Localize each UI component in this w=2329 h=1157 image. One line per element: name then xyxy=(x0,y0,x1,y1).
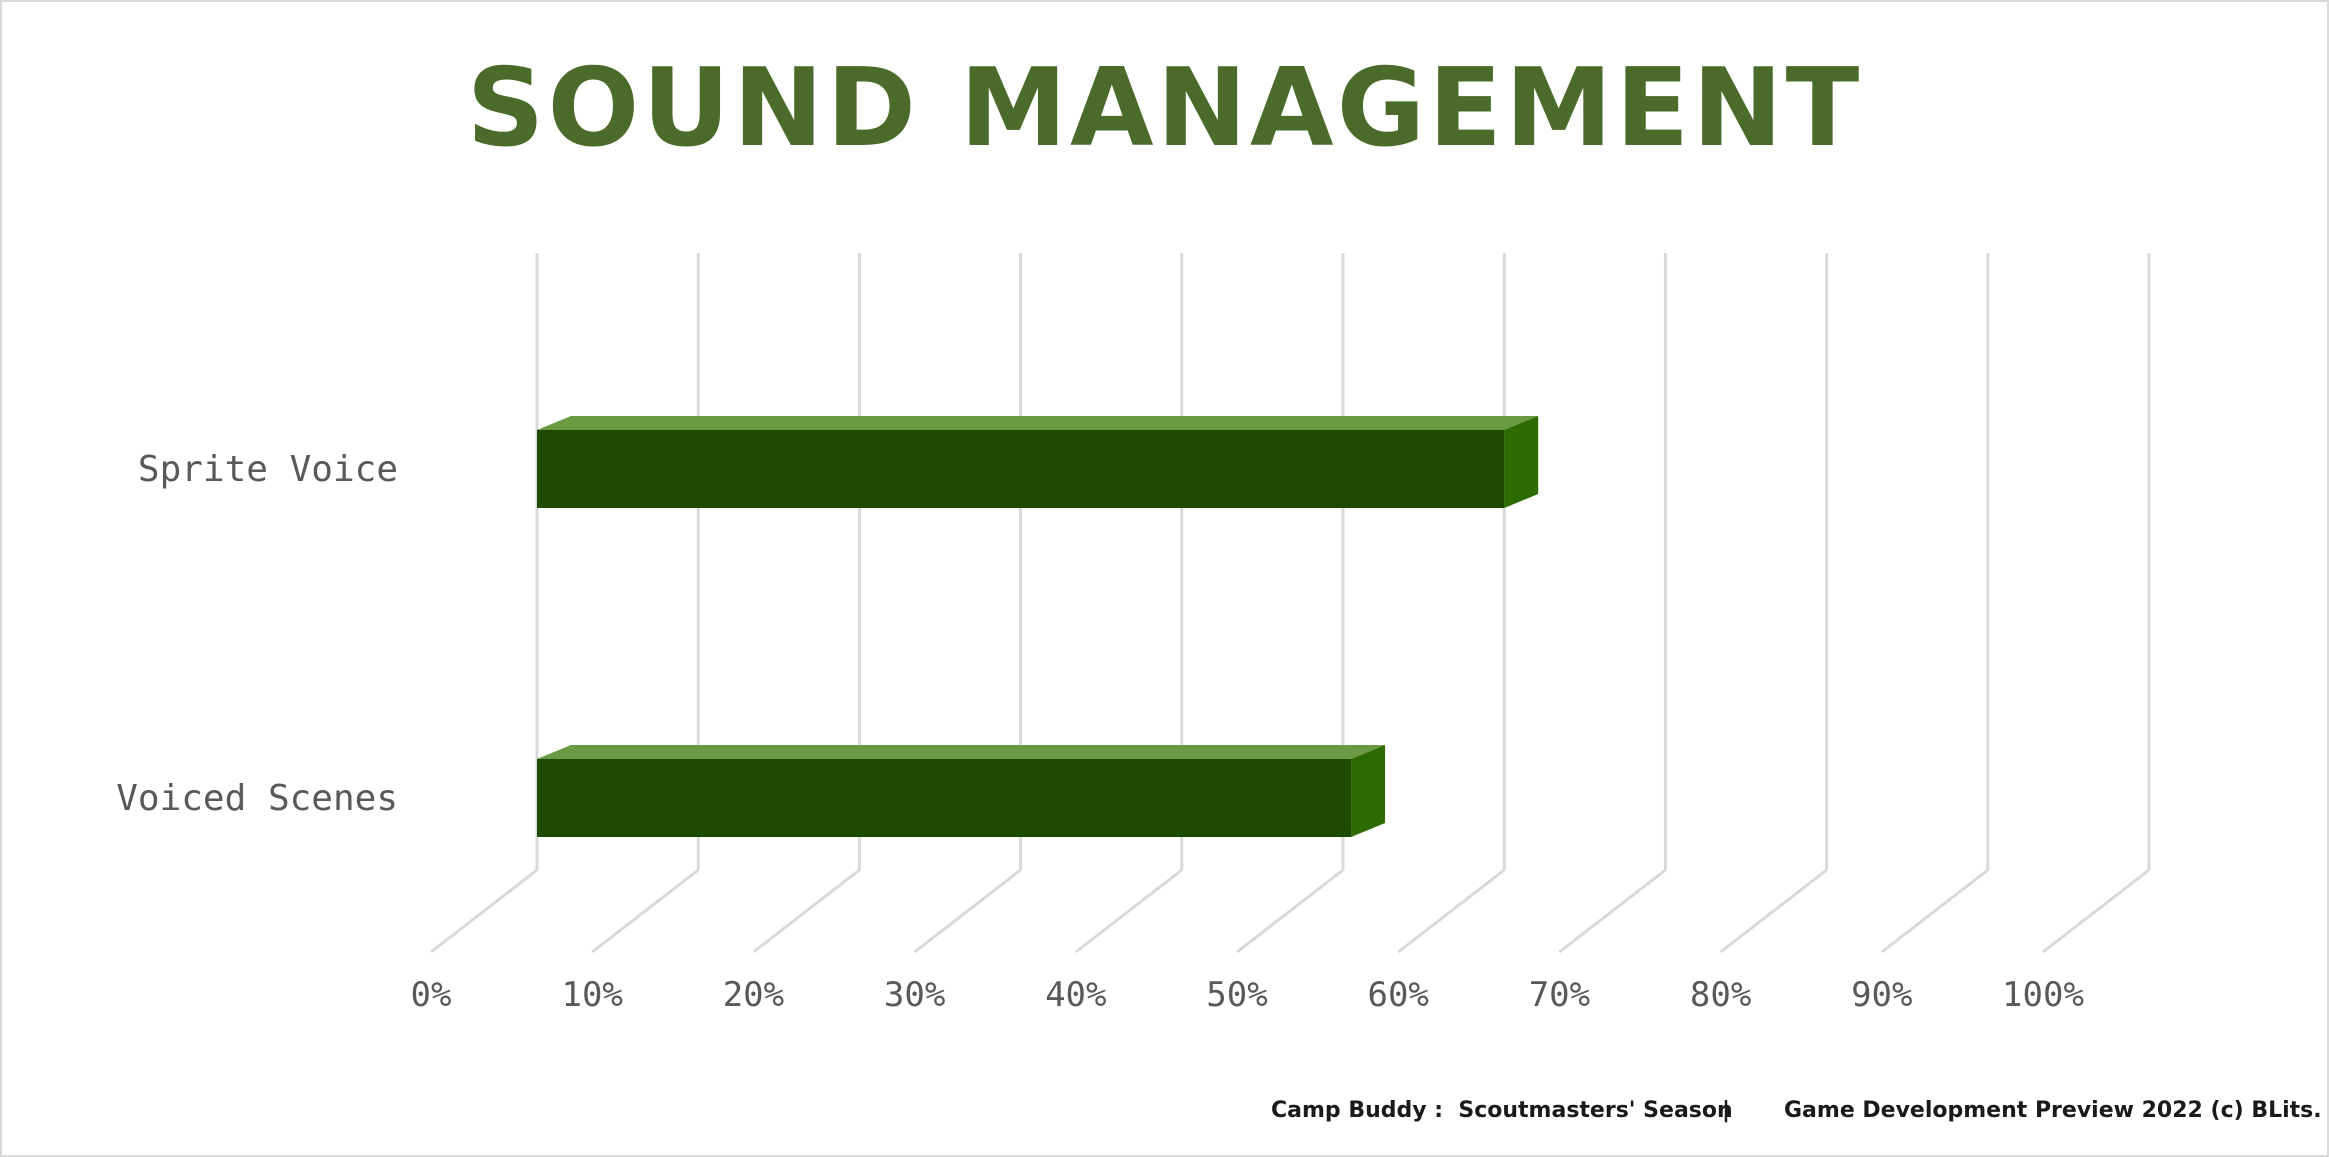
gridline-floor xyxy=(752,868,861,954)
tick-label: 60% xyxy=(1367,975,1428,1015)
bar xyxy=(537,430,1505,508)
category-label: Sprite Voice xyxy=(138,449,398,490)
gridline-floor xyxy=(1397,868,1506,954)
tick-label: 10% xyxy=(561,975,622,1015)
gridline-floor xyxy=(913,868,1022,954)
bar-top-face xyxy=(537,416,1539,430)
footer-separator: | xyxy=(1722,1098,1731,1123)
labels-layer: 0% 10% 20% 30% 40% 50% 60% 70% 80% 90% 100% Sprite … xyxy=(116,449,2084,1015)
bar-side-face xyxy=(1504,416,1539,508)
chart-title: SOUND MANAGEMENT xyxy=(466,46,1863,171)
gridline-floor xyxy=(1236,868,1344,954)
gridline-floor xyxy=(430,868,538,954)
bars-layer xyxy=(537,416,1539,837)
footer-game: Camp Buddy : Scoutmasters' Season xyxy=(1271,1098,1733,1123)
tick-label: 90% xyxy=(1851,975,1912,1015)
gridline-floor xyxy=(1719,868,1828,954)
tick-label: 20% xyxy=(723,975,784,1015)
tick-label: 70% xyxy=(1529,975,1590,1015)
gridline-floor xyxy=(1074,868,1183,954)
footer-credit: Game Development Preview 2022 (c) BLits. xyxy=(1784,1098,2322,1123)
gridline-floor xyxy=(1558,868,1667,954)
tick-label: 40% xyxy=(1045,975,1106,1015)
gridline-floor xyxy=(591,868,700,954)
gridline-floor xyxy=(2042,868,2150,954)
tick-label: 30% xyxy=(884,975,945,1015)
bar-side-face xyxy=(1351,745,1386,837)
tick-label: 0% xyxy=(411,975,452,1015)
bar-top-face xyxy=(537,745,1386,759)
grid-layer xyxy=(430,253,2151,954)
category-label: Voiced Scenes xyxy=(116,778,398,819)
bar xyxy=(537,759,1352,837)
tick-label: 50% xyxy=(1206,975,1267,1015)
tick-label: 100% xyxy=(2002,975,2084,1015)
gridline-floor xyxy=(1880,868,1989,954)
tick-label: 80% xyxy=(1690,975,1751,1015)
